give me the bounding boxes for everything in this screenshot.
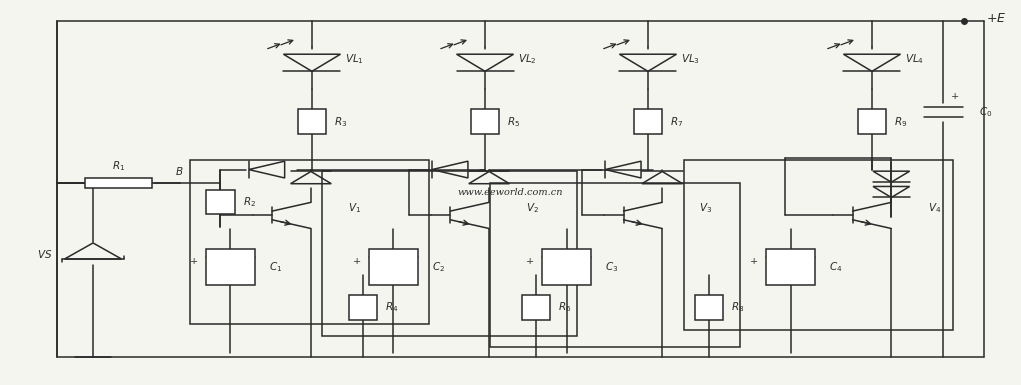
Text: +: + bbox=[526, 257, 534, 266]
Text: $R_2$: $R_2$ bbox=[243, 195, 255, 209]
Bar bbox=[695, 295, 723, 320]
Text: $VS$: $VS$ bbox=[37, 248, 52, 259]
Text: $C_3$: $C_3$ bbox=[605, 260, 619, 274]
Bar bbox=[471, 109, 499, 134]
Bar bbox=[684, 160, 954, 330]
Text: $VL_4$: $VL_4$ bbox=[905, 52, 924, 65]
Bar bbox=[858, 109, 886, 134]
Bar bbox=[298, 109, 326, 134]
Text: $C_1$: $C_1$ bbox=[270, 260, 283, 274]
Text: +: + bbox=[749, 257, 758, 266]
Text: www.eeworld.com.cn: www.eeworld.com.cn bbox=[457, 188, 564, 197]
Text: $C_0$: $C_0$ bbox=[979, 105, 992, 119]
Text: $R_9$: $R_9$ bbox=[894, 115, 908, 129]
Text: +: + bbox=[352, 257, 360, 266]
Text: $V_2$: $V_2$ bbox=[526, 201, 539, 215]
Text: $R_1$: $R_1$ bbox=[112, 159, 126, 172]
Text: $+E$: $+E$ bbox=[986, 12, 1007, 25]
Text: $R_5$: $R_5$ bbox=[507, 115, 521, 129]
Text: $R_7$: $R_7$ bbox=[671, 115, 684, 129]
Text: +: + bbox=[190, 257, 198, 266]
Bar bbox=[522, 295, 550, 320]
Text: $VL_2$: $VL_2$ bbox=[518, 52, 536, 65]
Bar bbox=[542, 249, 591, 285]
Text: $VL_3$: $VL_3$ bbox=[681, 52, 699, 65]
Text: $R_3$: $R_3$ bbox=[334, 115, 347, 129]
Bar bbox=[323, 171, 577, 336]
Bar bbox=[206, 190, 235, 214]
Bar bbox=[766, 249, 815, 285]
Text: $R_4$: $R_4$ bbox=[385, 300, 398, 314]
Text: $C_4$: $C_4$ bbox=[829, 260, 842, 274]
Text: $V_1$: $V_1$ bbox=[347, 201, 360, 215]
Bar bbox=[86, 177, 151, 188]
Text: $R_8$: $R_8$ bbox=[731, 300, 744, 314]
Bar bbox=[634, 109, 663, 134]
Bar bbox=[490, 183, 739, 347]
Bar bbox=[206, 249, 255, 285]
Text: $B$: $B$ bbox=[176, 166, 184, 177]
Text: $C_2$: $C_2$ bbox=[432, 260, 445, 274]
Bar bbox=[190, 160, 429, 325]
Text: $VL_1$: $VL_1$ bbox=[344, 52, 363, 65]
Text: $V_4$: $V_4$ bbox=[928, 201, 941, 215]
Bar bbox=[369, 249, 418, 285]
Text: +: + bbox=[952, 92, 960, 101]
Text: $V_3$: $V_3$ bbox=[698, 201, 712, 215]
Bar bbox=[348, 295, 377, 320]
Text: $R_6$: $R_6$ bbox=[558, 300, 572, 314]
